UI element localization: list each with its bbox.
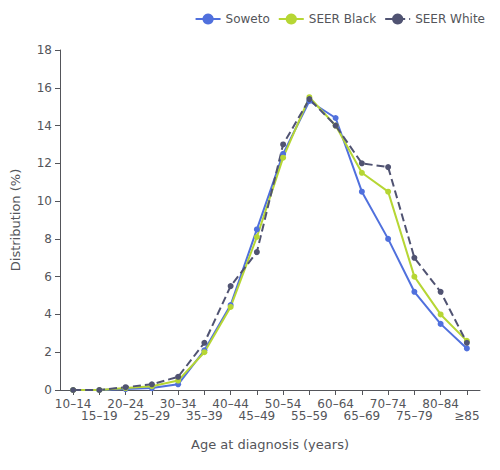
svg-text:15–19: 15–19 (81, 409, 118, 423)
svg-text:14: 14 (37, 119, 52, 133)
svg-text:55–59: 55–59 (291, 409, 328, 423)
svg-text:25–29: 25–29 (134, 409, 171, 423)
svg-text:18: 18 (37, 43, 52, 57)
svg-text:Soweto: Soweto (226, 12, 270, 26)
svg-text:Distribution (%): Distribution (%) (8, 169, 23, 271)
svg-text:20–24: 20–24 (107, 397, 144, 411)
svg-text:6: 6 (44, 270, 52, 284)
svg-text:50–54: 50–54 (264, 397, 302, 411)
svg-text:70–74: 70–74 (369, 397, 407, 411)
svg-text:10–14: 10–14 (54, 397, 92, 411)
svg-text:Age at diagnosis (years): Age at diagnosis (years) (191, 437, 349, 452)
svg-text:12: 12 (37, 156, 52, 170)
svg-text:8: 8 (44, 232, 52, 246)
svg-text:≥85: ≥85 (454, 409, 479, 423)
svg-text:35–39: 35–39 (186, 409, 223, 423)
svg-text:10: 10 (37, 194, 52, 208)
svg-text:80–84: 80–84 (422, 397, 459, 411)
svg-text:16: 16 (37, 81, 52, 95)
svg-text:40–44: 40–44 (212, 397, 249, 411)
svg-text:45–49: 45–49 (239, 409, 276, 423)
svg-text:4: 4 (44, 307, 52, 321)
svg-text:60–64: 60–64 (317, 397, 354, 411)
svg-text:2: 2 (44, 345, 52, 359)
svg-text:75–79: 75–79 (396, 409, 433, 423)
svg-text:30–34: 30–34 (159, 397, 197, 411)
svg-text:65–69: 65–69 (344, 409, 381, 423)
svg-text:0: 0 (44, 383, 52, 397)
svg-text:SEER Black: SEER Black (309, 12, 376, 26)
svg-text:SEER White: SEER White (415, 12, 485, 26)
